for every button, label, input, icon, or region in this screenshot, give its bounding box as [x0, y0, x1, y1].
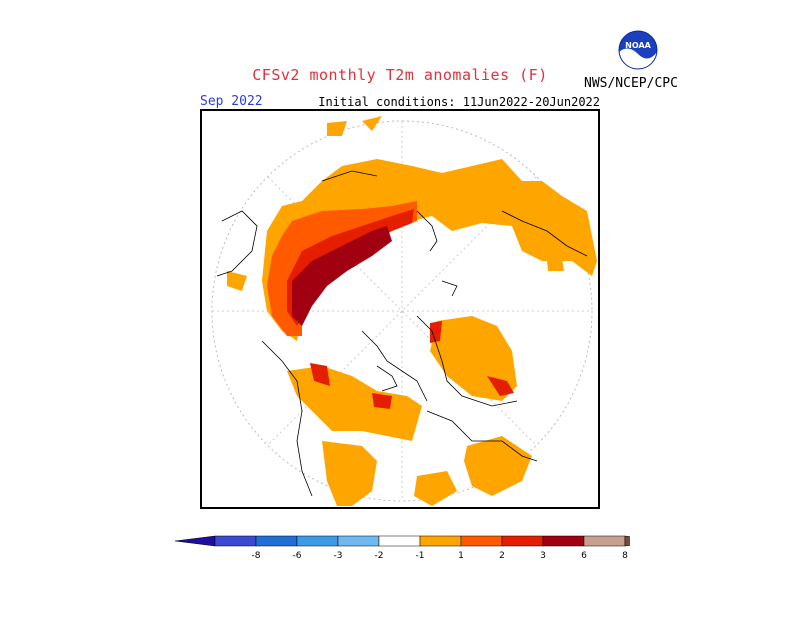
colorbar-swatch: [296, 535, 339, 547]
colorbar-swatch: [378, 535, 421, 547]
anomaly-region-1F: [362, 116, 382, 131]
anomaly-region-1F: [522, 239, 552, 253]
polar-map-svg: [211, 116, 597, 506]
anomaly-region-6F: [292, 226, 392, 326]
anomaly-region-1F: [227, 271, 247, 291]
anomaly-region-1F: [414, 471, 457, 506]
colorbar-tick-label: -2: [375, 551, 384, 561]
colorbar-tick-label: -1: [416, 551, 425, 561]
meridian-line: [267, 176, 537, 446]
anomaly-region-3F: [372, 393, 392, 409]
initial-conditions: Initial conditions: 11Jun2022-20Jun2022: [318, 95, 600, 109]
colorbar-tick-label: 3: [540, 551, 546, 561]
anomaly-region-1F: [322, 441, 377, 506]
colorbar-swatch: [419, 535, 462, 547]
anomaly-region-1F: [464, 436, 532, 496]
colorbar-tick-label: 8: [622, 551, 628, 561]
chart-title: CFSv2 monthly T2m anomalies (F): [252, 66, 548, 84]
anomaly-region-1F: [547, 259, 564, 271]
anomaly-region-1F: [262, 159, 597, 341]
agency-label: NWS/NCEP/CPC: [584, 76, 678, 91]
colorbar-tick-label: 2: [499, 551, 505, 561]
anomaly-region-1F: [287, 366, 422, 441]
anomaly-map: [200, 109, 600, 509]
anomaly-region-3F: [310, 363, 330, 386]
target-month: Sep 2022: [200, 94, 263, 109]
colorbar-arrow-low: [174, 535, 216, 547]
colorbar: -8 -6 -3 -2 -1 1 2 3 6 8: [174, 535, 630, 561]
anomaly-region-1F: [327, 121, 347, 136]
noaa-logo: NOAA: [618, 30, 658, 70]
anomaly-region-3F: [430, 321, 442, 343]
colorbar-tick-label: -3: [334, 551, 343, 561]
colorbar-swatch: [255, 535, 298, 547]
colorbar-swatch: [460, 535, 503, 547]
colorbar-tick-label: -8: [252, 551, 261, 561]
colorbar-tick-label: -6: [293, 551, 302, 561]
colorbar-tick-label: 6: [581, 551, 587, 561]
colorbar-swatch: [542, 535, 585, 547]
anomaly-region-3F: [487, 376, 514, 396]
colorbar-swatch: [501, 535, 544, 547]
colorbar-swatch: [214, 535, 257, 547]
coastlines: [216, 170, 588, 497]
noaa-logo-text: NOAA: [625, 41, 651, 50]
colorbar-swatch: [583, 535, 626, 547]
colorbar-arrow-high: [624, 535, 630, 547]
colorbar-swatch: [337, 535, 380, 547]
colorbar-tick-label: 1: [458, 551, 464, 561]
